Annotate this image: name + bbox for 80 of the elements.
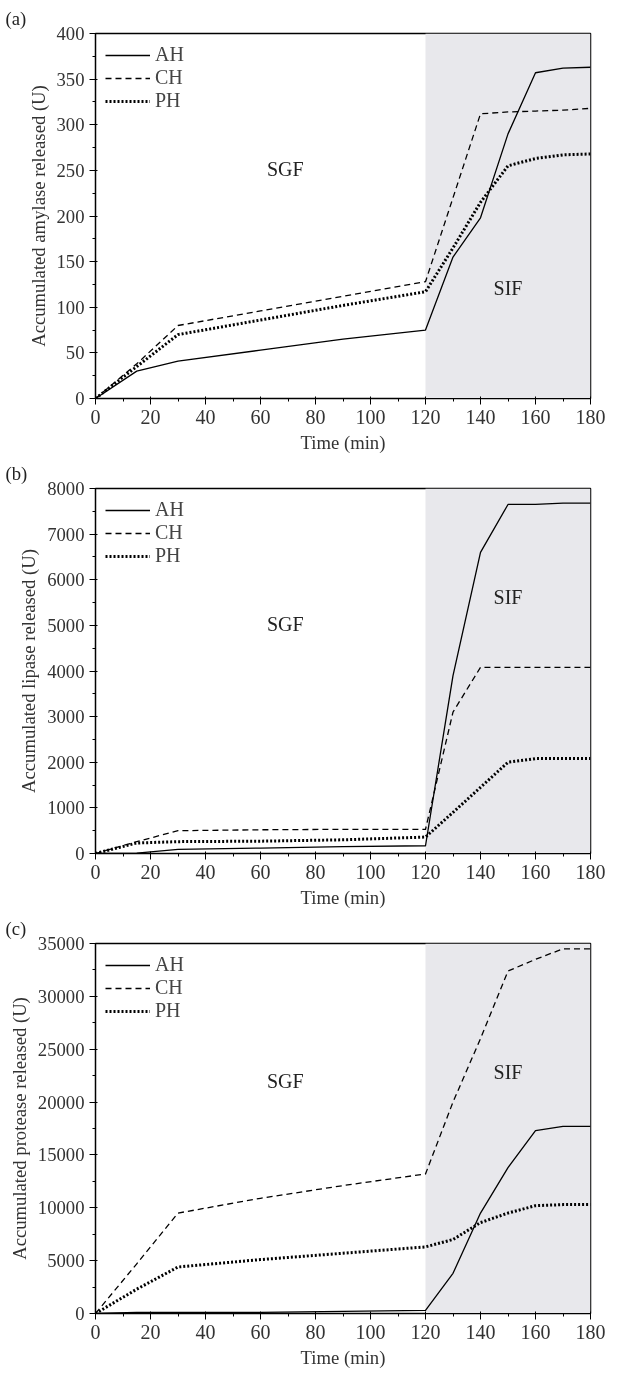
x-tick-label: 40 (195, 1320, 216, 1343)
chart-title: (a) (5, 7, 27, 30)
chart-title: (b) (5, 462, 28, 485)
band-label: SIF (493, 586, 523, 608)
x-tick-label: 80 (305, 1320, 326, 1343)
y-tick-label: 300 (56, 114, 85, 136)
x-tick-label: 140 (465, 860, 496, 883)
x-tick-label: 60 (250, 1320, 271, 1343)
x-tick-label: 160 (520, 860, 551, 883)
x-tick-label: 100 (355, 1320, 386, 1343)
annotation: SGF (266, 157, 304, 180)
legend-label: AH (155, 43, 184, 66)
annotation: SGF (266, 1069, 304, 1092)
x-tick-label: 60 (250, 860, 271, 883)
x-tick-label: 80 (305, 860, 326, 883)
y-tick-label: 2000 (47, 751, 85, 773)
x-tick-label: 180 (575, 1320, 606, 1343)
legend-label: PH (155, 89, 181, 112)
x-tick-label: 120 (410, 405, 441, 428)
x-tick-label: 140 (465, 1320, 496, 1343)
y-tick-label: 10000 (37, 1197, 85, 1219)
y-tick-label: 25000 (37, 1038, 85, 1060)
legend-label: CH (155, 66, 183, 89)
legend-label: PH (155, 544, 181, 567)
x-tick-label: 60 (250, 405, 271, 428)
y-tick-label: 200 (56, 205, 85, 227)
x-tick-label: 0 (90, 860, 101, 883)
y-tick-label: 7000 (47, 523, 85, 545)
legend-label: AH (155, 498, 184, 521)
x-tick-label: 140 (465, 405, 496, 428)
y-tick-label: 0 (75, 388, 85, 409)
y-tick-label: 20000 (37, 1091, 85, 1113)
x-tick-label: 100 (355, 405, 386, 428)
y-tick-label: 5000 (47, 1250, 85, 1272)
annotation: SGF (266, 612, 304, 635)
y-tick-label: 6000 (47, 569, 85, 591)
y-tick-label: 0 (75, 1303, 85, 1324)
y-tick-label: 15000 (37, 1144, 85, 1166)
y-tick-label: 8000 (47, 478, 85, 499)
x-tick-label: 20 (140, 405, 161, 428)
y-tick-label: 30000 (37, 985, 85, 1007)
y-axis-title: Accumulated amylase released (U) (27, 85, 50, 347)
legend-label: CH (155, 521, 183, 544)
x-tick-label: 20 (140, 1320, 161, 1343)
x-axis-title: Time (min) (300, 431, 386, 454)
legend-label: AH (155, 953, 184, 976)
x-tick-label: 120 (410, 860, 441, 883)
x-tick-label: 160 (520, 405, 551, 428)
legend-label: CH (155, 976, 183, 999)
band-label: SIF (493, 277, 523, 299)
x-axis-title: Time (min) (300, 1346, 386, 1369)
x-tick-label: 0 (90, 1320, 101, 1343)
x-tick-label: 80 (305, 405, 326, 428)
y-tick-label: 350 (56, 68, 85, 90)
x-axis-title: Time (min) (300, 886, 386, 909)
x-tick-label: 40 (195, 405, 216, 428)
y-tick-label: 250 (56, 159, 85, 181)
x-tick-label: 0 (90, 405, 101, 428)
y-tick-label: 50 (65, 342, 85, 364)
band-label: SIF (493, 1061, 523, 1083)
x-tick-label: 180 (575, 405, 606, 428)
x-tick-label: 180 (575, 860, 606, 883)
y-tick-label: 150 (56, 251, 85, 273)
y-axis-title: Accumulated protease released (U) (8, 997, 31, 1260)
y-tick-label: 3000 (47, 706, 85, 728)
y-tick-label: 5000 (47, 614, 85, 636)
y-tick-label: 4000 (47, 660, 85, 682)
chart-title: (c) (5, 917, 27, 940)
x-tick-label: 100 (355, 860, 386, 883)
y-tick-label: 1000 (47, 797, 85, 819)
legend-label: PH (155, 999, 181, 1022)
y-axis-title: Accumulated lipase released (U) (18, 549, 41, 793)
x-tick-label: 120 (410, 1320, 441, 1343)
y-tick-label: 0 (75, 843, 85, 864)
x-tick-label: 20 (140, 860, 161, 883)
y-tick-label: 100 (56, 296, 85, 318)
x-tick-label: 40 (195, 860, 216, 883)
x-tick-label: 160 (520, 1320, 551, 1343)
y-tick-label: 35000 (37, 933, 85, 954)
y-tick-label: 400 (56, 23, 85, 44)
